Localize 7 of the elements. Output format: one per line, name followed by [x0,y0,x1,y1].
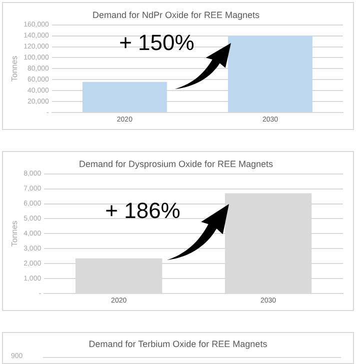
chart-title: Demand for Dysprosium Oxide for REE Magnets [78,158,274,169]
chart-title: Demand for NdPr Oxide for REE Magnets [92,10,260,20]
y-axis-title: Tonnes [10,56,20,82]
y-axis-title: Tonnes [10,220,20,247]
annotation: + 150% [119,30,194,56]
annotation: + 186% [105,198,180,224]
text: Demand for Terbium Oxide for REE Magnets [88,339,268,349]
